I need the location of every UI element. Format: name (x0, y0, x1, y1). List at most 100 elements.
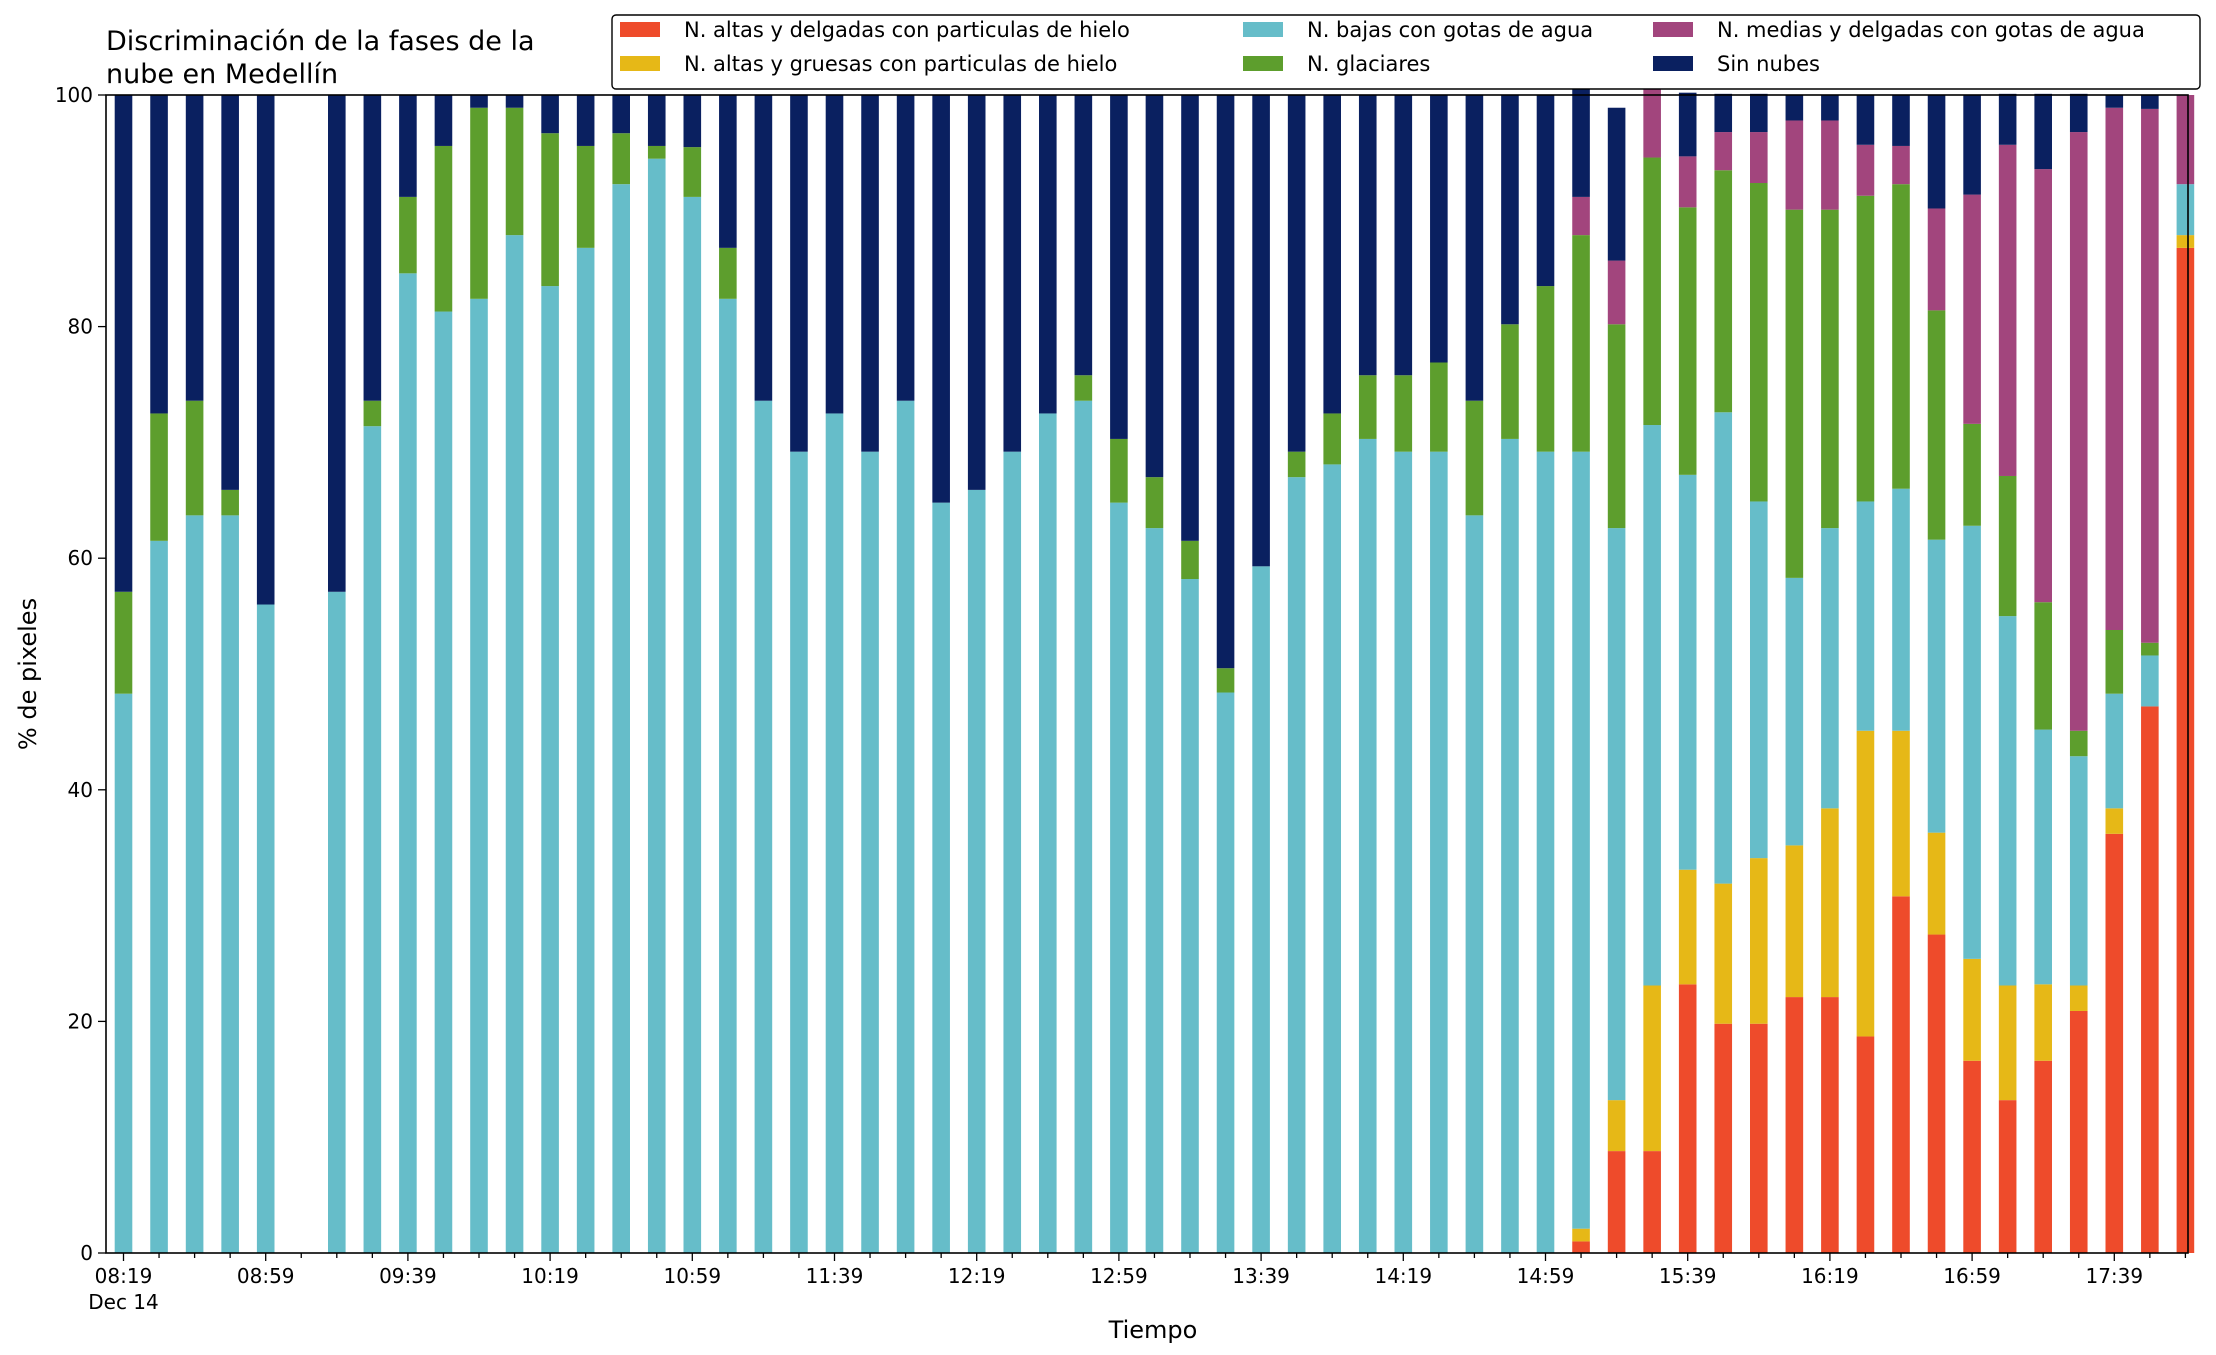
y-tick-label-4: 80 (68, 315, 93, 339)
bar-segment-s3-56 (2106, 630, 2124, 694)
bar-segment-s4-49 (1857, 145, 1875, 196)
bar-segment-s5-40 (1537, 95, 1555, 286)
bar-segment-s5-6 (328, 95, 346, 592)
bar-segment-s5-26 (1039, 95, 1057, 413)
bar-segment-s3-46 (1750, 183, 1768, 501)
x-tick-label-0: 08:19 (95, 1264, 153, 1288)
bar-segment-s3-38 (1466, 401, 1484, 516)
bar-segment-s3-35 (1359, 375, 1377, 439)
bar-segment-s1-49 (1857, 731, 1875, 1037)
bar-segment-s2-38 (1466, 515, 1484, 1253)
bar-segment-s2-26 (1039, 413, 1057, 1253)
bar-segment-s3-48 (1821, 210, 1839, 528)
bar-segment-s2-27 (1075, 401, 1093, 1253)
bar-segment-s2-25 (1003, 452, 1021, 1253)
bar-segment-s4-51 (1928, 208, 1946, 310)
bar-segment-s2-49 (1857, 501, 1875, 730)
bar-segment-s5-44 (1679, 93, 1697, 157)
x-tick-label-7: 12:59 (1090, 1264, 1148, 1288)
bar-segment-s3-8 (399, 197, 417, 273)
bar-segment-s0-51 (1928, 935, 1946, 1253)
legend-swatch-1 (620, 56, 660, 71)
bar-segment-s5-46 (1750, 94, 1768, 132)
bar-segment-s0-55 (2070, 1011, 2088, 1253)
bar-segment-s2-40 (1537, 452, 1555, 1253)
bar-segment-s5-55 (2070, 94, 2088, 132)
bar-segment-s2-2 (186, 515, 204, 1253)
bar-segment-s3-29 (1146, 477, 1164, 528)
bar-segment-s2-50 (1892, 489, 1910, 731)
bar-segment-s2-32 (1252, 566, 1270, 1253)
bar-segment-s3-17 (719, 248, 737, 299)
bar-segment-s5-16 (684, 95, 702, 147)
bar-segment-s3-10 (470, 108, 488, 299)
legend-swatch-0 (620, 22, 660, 37)
bar-segment-s1-44 (1679, 870, 1697, 985)
bar-segment-s2-29 (1146, 528, 1164, 1253)
bar-segment-s5-35 (1359, 95, 1377, 375)
bar-segment-s1-47 (1786, 845, 1804, 997)
bar-segment-s2-30 (1181, 579, 1199, 1253)
bar-segment-s2-36 (1395, 452, 1413, 1253)
bar-segment-s1-52 (1963, 959, 1981, 1061)
bar-segment-s2-51 (1928, 540, 1946, 833)
bar-segment-s1-43 (1643, 986, 1661, 1152)
bar-segment-s4-45 (1714, 132, 1732, 170)
bar-segment-s2-8 (399, 273, 417, 1253)
chart-title-line-2: nube en Medellín (106, 59, 338, 90)
bar-segment-s5-15 (648, 95, 666, 146)
bar-segment-s2-11 (506, 235, 524, 1253)
bar-segment-s3-30 (1181, 541, 1199, 579)
bar-segment-s5-12 (541, 95, 559, 133)
bar-segment-s5-36 (1395, 95, 1413, 375)
bar-segment-s2-10 (470, 299, 488, 1253)
bar-segment-s2-23 (932, 503, 950, 1253)
bar-segment-s1-45 (1714, 884, 1732, 1024)
bar-segment-s1-46 (1750, 858, 1768, 1024)
bar-segment-s2-22 (897, 401, 915, 1253)
bar-segment-s3-44 (1679, 207, 1697, 475)
bar-segment-s3-33 (1288, 452, 1306, 477)
bar-segment-s4-41 (1572, 197, 1590, 235)
bar-segment-s3-45 (1714, 170, 1732, 412)
bar-segment-s5-8 (399, 95, 417, 197)
bar-segment-s5-9 (435, 95, 453, 146)
bar-segment-s2-1 (150, 541, 168, 1253)
legend: N. altas y delgadas con particulas de hi… (612, 15, 2200, 89)
legend-label-2: N. bajas con gotas de agua (1307, 18, 1593, 42)
legend-label-0: N. altas y delgadas con particulas de hi… (684, 18, 1130, 42)
bar-segment-s0-47 (1786, 997, 1804, 1253)
bar-segment-s4-48 (1821, 120, 1839, 209)
bar-segment-s2-46 (1750, 501, 1768, 858)
bar-segment-s3-43 (1643, 158, 1661, 426)
bar-segment-s2-14 (612, 184, 630, 1253)
bar-segment-s3-41 (1572, 235, 1590, 452)
bar-segment-s4-56 (2106, 108, 2124, 630)
bar-segment-s2-17 (719, 299, 737, 1253)
bar-segment-s2-48 (1821, 528, 1839, 808)
bar-segment-s0-43 (1643, 1151, 1661, 1253)
x-tick-sublabel: Dec 14 (88, 1290, 159, 1314)
bar-segment-s1-53 (1999, 986, 2017, 1101)
bar-segment-s5-31 (1217, 95, 1235, 668)
bar-segment-s3-16 (684, 147, 702, 197)
bar-segment-s4-53 (1999, 145, 2017, 476)
bar-segment-s2-20 (826, 413, 844, 1253)
bar-segment-s3-1 (150, 413, 168, 540)
bar-segment-s5-21 (861, 95, 879, 452)
bar-segment-s3-55 (2070, 731, 2088, 756)
bar-segment-s3-2 (186, 401, 204, 516)
bar-segment-s5-52 (1963, 95, 1981, 195)
y-tick-label-0: 0 (80, 1241, 93, 1265)
bar-segment-s2-57 (2141, 655, 2159, 706)
bar-segment-s0-44 (1679, 984, 1697, 1253)
bar-segment-s2-9 (435, 312, 453, 1253)
bar-segment-s3-0 (115, 592, 133, 694)
bar-segment-s5-18 (755, 95, 773, 401)
legend-label-4: N. medias y delgadas con gotas de agua (1717, 18, 2145, 42)
bar-segment-s2-43 (1643, 425, 1661, 985)
bar-segment-s2-55 (2070, 756, 2088, 985)
x-axis: 08:19 08:59 09:39 10:19 10:59 11:39 12:19 12:59… (88, 1253, 2216, 1314)
bar-segment-s3-50 (1892, 184, 1910, 489)
bar-segment-s1-58 (2177, 235, 2195, 248)
